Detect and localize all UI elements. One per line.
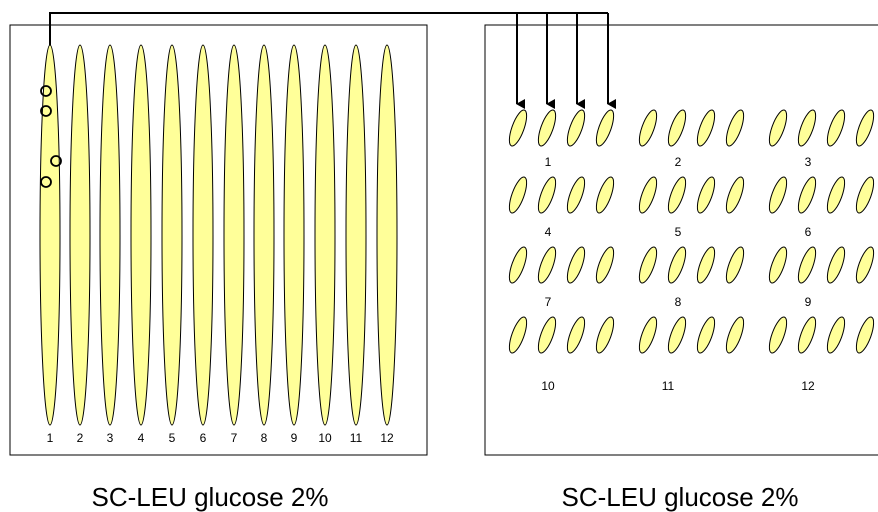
patch [855,316,875,354]
streak [161,44,183,426]
colonies [40,85,62,188]
patch [768,176,788,214]
patch [537,246,557,284]
patch [638,316,658,354]
streak [69,44,91,426]
patch [725,109,745,147]
streaks [39,44,398,426]
patch [595,109,615,147]
streak-label: 7 [231,431,238,445]
streak [99,44,121,426]
streak [283,44,305,426]
patch [725,176,745,214]
patch [797,176,817,214]
patch [537,176,557,214]
streak-label: 3 [107,431,114,445]
streak-label: 6 [200,431,207,445]
streak [314,44,336,426]
patch [595,316,615,354]
group-label: 5 [675,225,682,239]
right-plate [484,24,878,456]
streak [130,44,152,426]
patch [638,176,658,214]
patch [638,109,658,147]
streak-label: 5 [169,431,176,445]
streak [223,44,245,426]
patch [826,176,846,214]
patch [768,246,788,284]
patch [566,246,586,284]
patch [667,246,687,284]
patch [566,176,586,214]
group-label: 4 [545,225,552,239]
streak-label: 9 [291,431,298,445]
patch [566,316,586,354]
left-plate [9,24,428,456]
patch [595,246,615,284]
patch [696,109,716,147]
patch [855,176,875,214]
streak [376,44,398,426]
patch [508,109,528,147]
patch [797,109,817,147]
patch [797,246,817,284]
patch [595,176,615,214]
patch [508,176,528,214]
patch [797,316,817,354]
patch [667,109,687,147]
patch [768,109,788,147]
group-label: 12 [801,379,815,393]
streak-label: 4 [138,431,145,445]
patch [725,246,745,284]
streak-label: 10 [318,431,332,445]
patch [725,316,745,354]
streak [345,44,367,426]
group-label: 10 [541,379,555,393]
patch [537,109,557,147]
left-caption: SC-LEU glucose 2% [92,482,329,512]
patch [826,246,846,284]
patch [508,246,528,284]
right-caption: SC-LEU glucose 2% [562,482,799,512]
group-label: 2 [675,155,682,169]
streak-label: 8 [261,431,268,445]
patch [855,109,875,147]
group-label: 8 [675,295,682,309]
group-label: 9 [805,295,812,309]
group-label: 7 [545,295,552,309]
patch [826,316,846,354]
patch [667,316,687,354]
streak [192,44,214,426]
group-label: 6 [805,225,812,239]
group-label: 1 [545,155,552,169]
streak-label: 11 [350,431,363,445]
patch [566,109,586,147]
patch [508,316,528,354]
patch [826,109,846,147]
patch [768,316,788,354]
transfer-arrows [49,12,616,109]
patch [667,176,687,214]
streak-label: 2 [77,431,84,445]
streak-label: 1 [47,431,54,445]
patch [537,316,557,354]
group-label: 11 [662,379,675,393]
streak-label: 12 [380,431,394,445]
patch [855,246,875,284]
group-label: 3 [805,155,812,169]
patch [696,176,716,214]
streak [253,44,275,426]
patches [508,109,875,354]
patch [638,246,658,284]
patch [696,316,716,354]
patch [696,246,716,284]
streak [39,44,61,426]
